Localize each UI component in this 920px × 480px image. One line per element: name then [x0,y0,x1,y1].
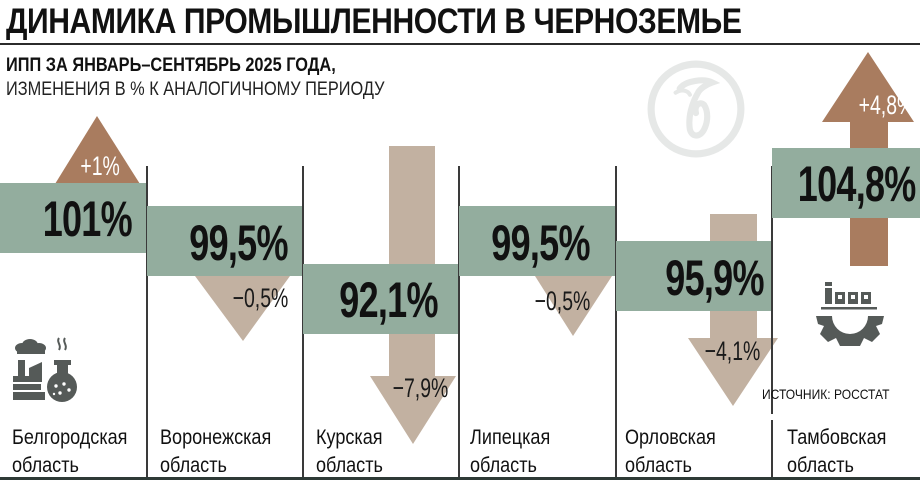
region-label-kursk: Курская область [316,424,383,480]
region-type: область [787,454,854,477]
column-divider [458,166,460,477]
industry-gear-icon [816,282,884,346]
column-divider [146,166,148,477]
value-bar-tambov [772,148,920,218]
change-label-kursk: −7,9% [392,373,448,403]
region-name: Воронежская [160,426,272,449]
column-divider [302,166,304,477]
region-label-orel: Орловская область [625,424,716,480]
value-label-voronezh: 99,5% [189,215,289,271]
change-label-orel: −4,1% [704,336,760,366]
value-bar-orel [616,241,771,311]
factory-flask-icon [13,337,77,402]
change-label-voronezh: −0,5% [232,283,288,313]
change-label-lipetsk: −0,5% [534,286,590,316]
region-label-tambov: Тамбовская область [787,424,886,480]
region-label-voronezh: Воронежская область [160,424,271,480]
column-divider [771,420,773,477]
region-label-lipetsk: Липецкая область [470,424,550,480]
region-name: Курская [316,426,383,449]
bottom-rule [0,477,920,480]
value-label-kursk: 92,1% [339,272,439,328]
increase-arrow-belgorod [55,116,140,184]
change-label-tambov: +4,8% [858,90,914,120]
value-label-orel: 95,9% [665,250,765,306]
decrease-arrow-lipetsk [535,276,612,336]
value-bar-kursk [303,264,458,334]
value-bar-belgorod [0,183,146,253]
publisher-logo-icon [647,60,745,158]
change-label-belgorod: +1% [80,151,120,181]
column-divider [615,166,617,477]
subtitle-regular: ИЗМЕНЕНИЯ В % К АНАЛОГИЧНОМУ ПЕРИОДУ [6,79,385,100]
decrease-arrow-voronezh [195,276,290,341]
region-type: область [316,454,383,477]
region-name: Белгородская [12,426,128,449]
region-type: область [625,454,692,477]
value-bar-lipetsk [459,206,615,276]
value-bar-voronezh [147,206,302,276]
value-label-tambov: 104,8% [798,156,917,212]
subtitle-bold: ИПП ЗА ЯНВАРЬ–СЕНТЯБРЬ 2025 ГОДА, [6,55,336,76]
title-rule [0,43,920,45]
region-type: область [160,454,227,477]
column-divider [771,166,773,414]
region-name: Липецкая [470,426,551,449]
value-label-belgorod: 101% [42,191,133,247]
region-name: Орловская [625,426,716,449]
region-type: область [12,454,79,477]
region-type: область [470,454,537,477]
region-name: Тамбовская [787,426,887,449]
source-note: ИСТОЧНИК: РОССТАТ [762,386,890,402]
region-label-belgorod: Белгородская область [12,424,127,480]
page-title: ДИНАМИКА ПРОМЫШЛЕННОСТИ В ЧЕРНОЗЕМЬЕ [6,2,742,41]
value-label-lipetsk: 99,5% [491,215,591,271]
